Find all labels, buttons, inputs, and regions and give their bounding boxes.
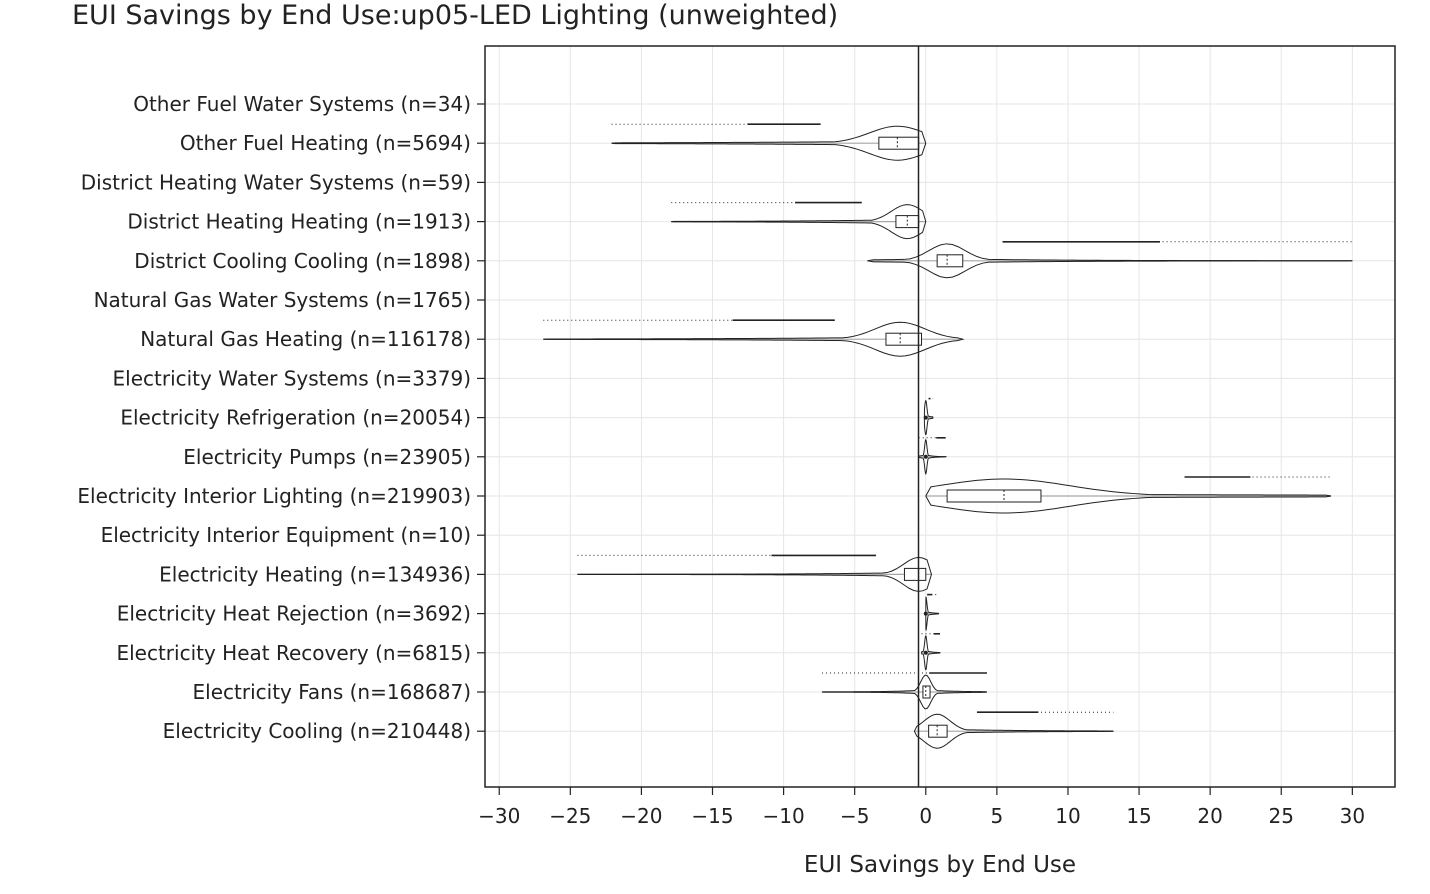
grid	[485, 46, 1395, 787]
x-tick-label: 0	[919, 804, 932, 828]
chart-title: EUI Savings by End Use:up05-LED Lighting…	[72, 0, 838, 31]
y-category-label: Electricity Heat Rejection (n=3692)	[117, 602, 471, 626]
median-point	[923, 415, 928, 420]
y-category-label: Electricity Cooling (n=210448)	[163, 719, 471, 743]
median-point	[923, 611, 928, 616]
violin-body	[867, 243, 1353, 279]
y-category-label: Electricity Interior Lighting (n=219903)	[77, 484, 471, 508]
y-category-label: Other Fuel Heating (n=5694)	[180, 131, 471, 155]
violin-body	[921, 635, 941, 671]
x-tick-label: −20	[620, 804, 662, 828]
y-axis-labels: Other Fuel Water Systems (n=34) Other Fue…	[77, 92, 485, 743]
x-tick-label: 25	[1269, 804, 1294, 828]
x-axis-ticks: −30 −25 −20 −15 −10 −5 0 5 10 15 20 25 30	[478, 787, 1365, 828]
x-tick-label: 20	[1197, 804, 1222, 828]
x-tick-label: 15	[1126, 804, 1151, 828]
box	[928, 724, 948, 738]
violin-body	[671, 204, 927, 240]
violins	[543, 123, 1353, 749]
box	[936, 254, 964, 268]
violin-body	[821, 674, 987, 710]
median-point	[923, 650, 928, 655]
y-category-label: Electricity Refrigeration (n=20054)	[120, 406, 471, 430]
x-tick-label: 5	[991, 804, 1004, 828]
y-category-label: Electricity Heat Recovery (n=6815)	[116, 641, 471, 665]
box	[922, 685, 931, 699]
violin-body	[543, 321, 965, 357]
y-category-label: District Cooling Cooling (n=1898)	[134, 249, 471, 273]
violin-body	[918, 438, 948, 475]
y-category-label: Electricity Interior Equipment (n=10)	[101, 523, 471, 547]
x-tick-label: −15	[691, 804, 733, 828]
x-tick-label: 30	[1340, 804, 1365, 828]
violin-body	[611, 125, 927, 161]
y-category-label: Other Fuel Water Systems (n=34)	[133, 92, 471, 116]
y-category-label: Electricity Heating (n=134936)	[159, 562, 471, 586]
median-point	[923, 454, 928, 459]
x-tick-label: −30	[478, 804, 520, 828]
x-axis-label: EUI Savings by End Use	[804, 852, 1076, 878]
violin-body	[925, 596, 940, 631]
plot-frame	[484, 45, 1396, 788]
x-tick-label: −25	[549, 804, 591, 828]
y-category-label: Electricity Water Systems (n=3379)	[113, 366, 471, 390]
violin-body	[913, 713, 1114, 749]
y-category-label: Natural Gas Heating (n=116178)	[140, 327, 471, 351]
box	[885, 332, 923, 346]
violin-body	[577, 556, 932, 592]
y-category-label: District Heating Water Systems (n=59)	[81, 170, 471, 194]
y-category-label: Electricity Pumps (n=23905)	[183, 445, 471, 469]
x-tick-label: −10	[762, 804, 804, 828]
y-category-label: Natural Gas Water Systems (n=1765)	[94, 288, 471, 312]
box	[946, 489, 1042, 503]
box	[878, 136, 920, 150]
x-tick-label: 10	[1055, 804, 1080, 828]
y-category-label: Electricity Fans (n=168687)	[193, 680, 471, 704]
violin-body	[923, 400, 934, 436]
y-category-label: District Heating Heating (n=1913)	[127, 210, 471, 234]
box	[903, 567, 927, 581]
x-tick-label: −5	[840, 804, 869, 828]
violin-body	[925, 478, 1332, 514]
